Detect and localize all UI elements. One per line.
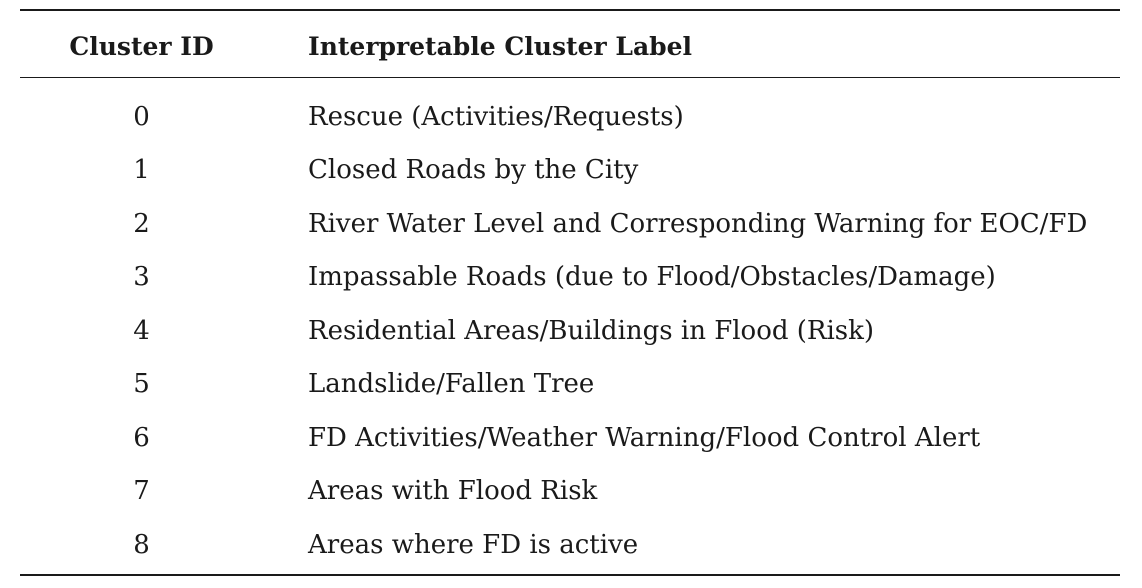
table-row: 4 Residential Areas/Buildings in Flood (…: [0, 314, 1142, 348]
table-row: 6 FD Activities/Weather Warning/Flood Co…: [0, 421, 1142, 455]
table-row: 2 River Water Level and Corresponding Wa…: [0, 207, 1142, 241]
cluster-id-cell: 6: [133, 423, 150, 453]
header-cluster-id: Cluster ID: [69, 32, 214, 61]
table-top-rule: [20, 9, 1120, 11]
cluster-label-cell: Landslide/Fallen Tree: [308, 369, 595, 399]
cluster-label-cell: Rescue (Activities/Requests): [308, 102, 684, 132]
cluster-id-cell: 8: [133, 530, 150, 560]
header-cluster-label: Interpretable Cluster Label: [308, 32, 693, 61]
cluster-label-cell: FD Activities/Weather Warning/Flood Cont…: [308, 423, 981, 453]
table-row: 1 Closed Roads by the City: [0, 153, 1142, 187]
cluster-label-cell: Impassable Roads (due to Flood/Obstacles…: [308, 262, 996, 292]
cluster-id-cell: 4: [133, 316, 150, 346]
table-header-row: Cluster ID Interpretable Cluster Label: [0, 30, 1142, 64]
cluster-id-cell: 7: [133, 476, 150, 506]
cluster-id-cell: 0: [133, 102, 150, 132]
cluster-label-cell: Closed Roads by the City: [308, 155, 639, 185]
cluster-label-cell: Areas with Flood Risk: [308, 476, 598, 506]
table-row: 8 Areas where FD is active: [0, 528, 1142, 562]
table-row: 0 Rescue (Activities/Requests): [0, 100, 1142, 134]
table-bottom-rule: [20, 574, 1120, 576]
cluster-id-cell: 2: [133, 209, 150, 239]
table-row: 7 Areas with Flood Risk: [0, 474, 1142, 508]
table-row: 5 Landslide/Fallen Tree: [0, 367, 1142, 401]
table-header-rule: [20, 77, 1120, 78]
cluster-label-cell: River Water Level and Corresponding Warn…: [308, 209, 1088, 239]
cluster-id-cell: 1: [133, 155, 150, 185]
cluster-label-cell: Residential Areas/Buildings in Flood (Ri…: [308, 316, 875, 346]
cluster-id-cell: 3: [133, 262, 150, 292]
table-row: 3 Impassable Roads (due to Flood/Obstacl…: [0, 260, 1142, 294]
cluster-label-cell: Areas where FD is active: [308, 530, 639, 560]
cluster-id-cell: 5: [133, 369, 150, 399]
